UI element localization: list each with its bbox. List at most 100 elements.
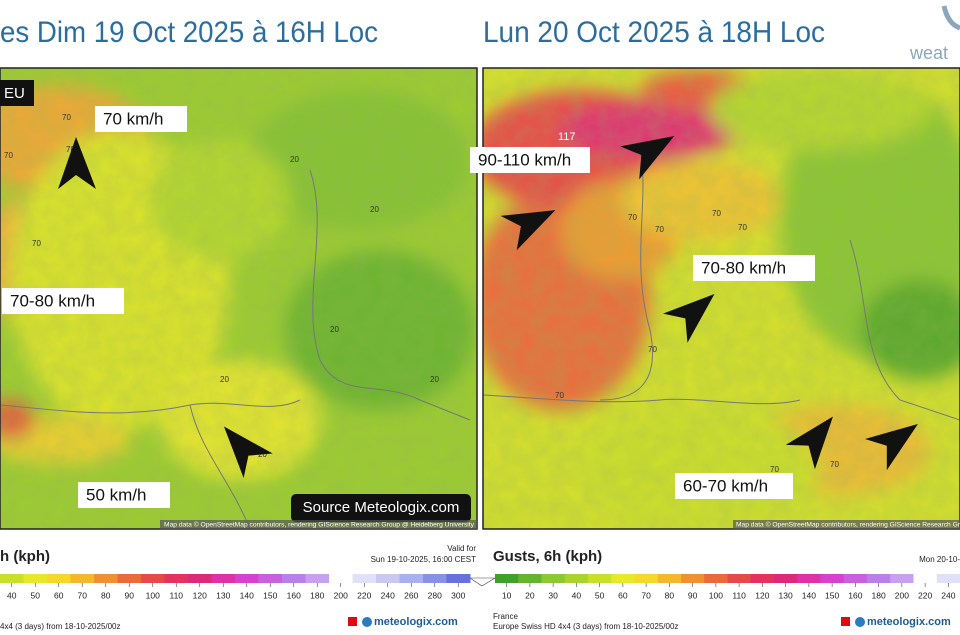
scale-swatch xyxy=(305,574,330,583)
contour-label: 70 xyxy=(4,151,13,160)
scale-swatch xyxy=(94,574,118,583)
label-box xyxy=(470,147,590,173)
scale-swatch xyxy=(446,574,471,583)
scale-tick-label: 80 xyxy=(101,590,111,600)
badge: EU xyxy=(4,85,25,102)
wind-label: 70 km/h xyxy=(103,109,163,128)
wind-label: 70-80 km/h xyxy=(701,258,786,277)
scale-tick-label: 140 xyxy=(802,590,816,600)
brand: meteologix.com xyxy=(374,616,458,628)
contour-label: 70 xyxy=(62,113,71,122)
scale-swatch xyxy=(23,574,48,583)
contour-label: 70 xyxy=(648,345,657,354)
scale-swatch xyxy=(258,574,283,583)
scale-tick-label: 160 xyxy=(848,590,862,600)
contour-label: 70 xyxy=(66,145,75,154)
scale-tick-label: 140 xyxy=(240,590,254,600)
scale-swatch xyxy=(634,574,659,583)
scale-swatch xyxy=(211,574,236,583)
wind-label: 60-70 km/h xyxy=(683,476,768,495)
scale-swatch xyxy=(0,574,24,583)
scale-swatch xyxy=(399,574,424,583)
scale-tick-label: 90 xyxy=(125,590,135,600)
wind-arrow xyxy=(224,426,273,478)
badge-bg xyxy=(0,80,34,106)
contour-label: 20 xyxy=(290,155,299,164)
scale-swatch xyxy=(843,574,868,583)
contour-label: 70 xyxy=(830,460,839,469)
scale-tick-label: 110 xyxy=(169,590,183,600)
swiss-flag xyxy=(348,617,357,626)
label-box xyxy=(693,255,815,281)
brand-icon xyxy=(855,617,865,627)
swiss-flag xyxy=(841,617,850,626)
model: 4x4 (3 days) from 18-10-2025/00z xyxy=(0,622,121,631)
contour-label: 20 xyxy=(430,375,439,384)
scale-swatch xyxy=(704,574,728,583)
max-label: 117 xyxy=(558,131,576,143)
scale-swatch xyxy=(867,574,891,583)
contour-label: 70 xyxy=(738,223,747,232)
contour-label: 20 xyxy=(258,450,267,459)
scale-tick-label: 300 xyxy=(451,590,465,600)
scale-tick-label: 120 xyxy=(755,590,769,600)
scale-tick-label: 240 xyxy=(381,590,395,600)
legend-title: Gusts, 6h (kph) xyxy=(493,548,602,565)
scale-tick-label: 50 xyxy=(31,590,41,600)
contour-label: 70 xyxy=(712,209,721,218)
scale-swatch xyxy=(282,574,306,583)
scale-tick-label: 220 xyxy=(357,590,371,600)
right-title: Lun 20 Oct 2025 à 18H Loc xyxy=(483,16,825,49)
scale-tick-label: 110 xyxy=(732,590,746,600)
scale-swatch xyxy=(495,574,519,583)
scale-tick-label: 90 xyxy=(688,590,698,600)
legend-title: h (kph) xyxy=(0,548,50,565)
scale-tick-label: 50 xyxy=(595,590,605,600)
wind-label: 70-80 km/h xyxy=(10,291,95,310)
scale-swatch xyxy=(329,574,353,583)
scale-swatch xyxy=(657,574,682,583)
attribution: Map data © OpenStreetMap contributors, r… xyxy=(164,521,475,529)
scale-tick-label: 60 xyxy=(54,590,64,600)
scale-tick-label: 150 xyxy=(263,590,277,600)
scale-tick-label: 100 xyxy=(709,590,723,600)
contour-label: 20 xyxy=(370,205,379,214)
scale-tick-label: 180 xyxy=(310,590,324,600)
wind-arrow xyxy=(785,416,833,470)
wind-arrow xyxy=(663,294,715,343)
scale-tick-label: 120 xyxy=(193,590,207,600)
scale-swatch xyxy=(376,574,400,583)
right-map xyxy=(483,68,960,529)
scale-tick-label: 100 xyxy=(146,590,160,600)
scale-tick-label: 220 xyxy=(918,590,932,600)
wind-arrow xyxy=(500,210,556,251)
scale-swatch xyxy=(611,574,635,583)
scale-swatch xyxy=(727,574,752,583)
scale-tick-label: 40 xyxy=(572,590,582,600)
scale-swatch xyxy=(750,574,775,583)
scale-swatch xyxy=(820,574,845,583)
scale-swatch xyxy=(913,574,938,583)
contour-label: 70 xyxy=(555,391,564,400)
wind-arrow xyxy=(620,136,675,180)
scale-swatch xyxy=(681,574,705,583)
left-title: es Dim 19 Oct 2025 à 16H Loc xyxy=(0,16,378,49)
scale-pointer xyxy=(469,577,497,587)
region: France xyxy=(493,612,518,621)
scale-tick-label: 180 xyxy=(872,590,886,600)
label-box xyxy=(2,288,124,314)
contour-label: 70 xyxy=(32,239,41,248)
brand-icon xyxy=(362,617,372,627)
scale-swatch xyxy=(164,574,189,583)
label-box xyxy=(95,106,187,132)
contour-label: 70 xyxy=(628,213,637,222)
scale-tick-label: 260 xyxy=(404,590,418,600)
scale-tick-label: 40 xyxy=(7,590,17,600)
logo-mark xyxy=(941,5,960,31)
label-box xyxy=(78,482,170,508)
scale-tick-label: 130 xyxy=(779,590,793,600)
scale-swatch xyxy=(541,574,566,583)
right-map-frame xyxy=(482,67,960,530)
scale-swatch xyxy=(518,574,542,583)
left-map xyxy=(0,68,477,529)
